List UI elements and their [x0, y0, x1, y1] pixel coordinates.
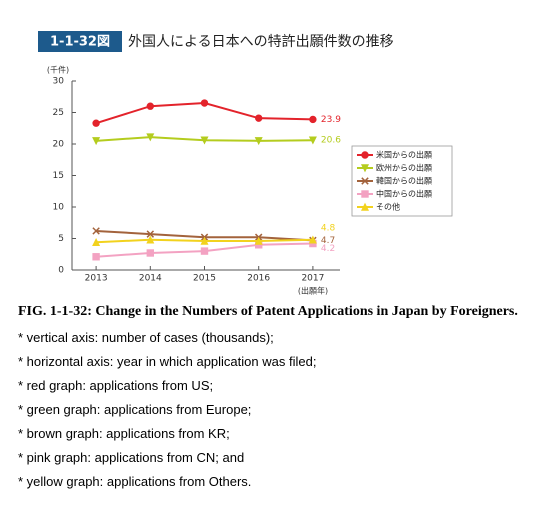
y-unit: (千件) [47, 65, 69, 75]
x-tick-label: 2017 [301, 274, 324, 284]
y-tick-label: 25 [53, 108, 64, 118]
marker [92, 137, 101, 146]
marker [360, 202, 370, 211]
marker [255, 114, 263, 122]
y-tick-label: 30 [53, 77, 65, 87]
marker [146, 102, 155, 110]
note: * horizontal axis: year in which applica… [18, 354, 317, 369]
x-tick-label: 2014 [139, 274, 162, 284]
note: * green graph: applications from Europe; [18, 402, 252, 417]
marker [146, 133, 155, 142]
caption: FIG. 1-1-32: Change in the Numbers of Pa… [18, 304, 543, 494]
legend-label: 韓国からの出願 [376, 176, 432, 186]
note: * yellow graph: applications from Others… [18, 474, 252, 489]
x-unit: (出願年) [298, 286, 328, 296]
marker [254, 137, 263, 146]
marker [146, 230, 155, 238]
note: * red graph: applications from US; [18, 378, 214, 393]
y-tick-label: 15 [53, 171, 64, 181]
note: * pink graph: applications from CN; and [18, 450, 245, 465]
x-tick-label: 2015 [193, 274, 216, 284]
marker [361, 151, 369, 159]
legend-label: 中国からの出願 [376, 189, 432, 199]
data-label: 4.2 [321, 244, 335, 254]
figure-label: 1-1-32図 [50, 35, 110, 50]
marker [92, 237, 101, 246]
marker [308, 235, 317, 244]
figure-label-box [38, 31, 122, 52]
chart: 1-1-32図 外国人による日本への特許出願件数の推移 (千件) (出願年) 0… [38, 31, 453, 296]
legend-label: 米国からの出願 [376, 150, 432, 160]
y-tick-label: 0 [58, 266, 64, 276]
marker [146, 249, 155, 257]
marker [200, 136, 209, 145]
marker [308, 136, 317, 145]
chart-title: 外国人による日本への特許出願件数の推移 [128, 34, 394, 50]
marker [200, 247, 209, 255]
marker [200, 99, 209, 107]
marker [92, 119, 100, 127]
data-label: 23.9 [321, 115, 341, 125]
marker [92, 253, 100, 261]
y-tick-label: 20 [53, 140, 65, 150]
data-label: 20.6 [321, 136, 341, 146]
x-tick-label: 2013 [85, 274, 108, 284]
marker [360, 164, 370, 173]
marker [200, 236, 209, 245]
marker [361, 177, 369, 185]
data-label: 4.8 [321, 223, 336, 233]
data-label: 4.7 [321, 236, 335, 246]
note: * vertical axis: number of cases (thousa… [18, 330, 274, 345]
note: * brown graph: applications from KR; [18, 426, 230, 441]
y-tick-label: 10 [53, 203, 65, 213]
y-tick-label: 5 [58, 234, 64, 244]
marker [254, 236, 263, 245]
legend-label: 欧州からの出願 [376, 163, 432, 173]
x-tick-label: 2016 [247, 274, 270, 284]
marker [361, 190, 369, 198]
marker [146, 235, 155, 244]
marker [92, 227, 100, 235]
caption-title: FIG. 1-1-32: Change in the Numbers of Pa… [18, 304, 518, 319]
marker [309, 115, 317, 124]
legend-label: その他 [376, 202, 400, 212]
